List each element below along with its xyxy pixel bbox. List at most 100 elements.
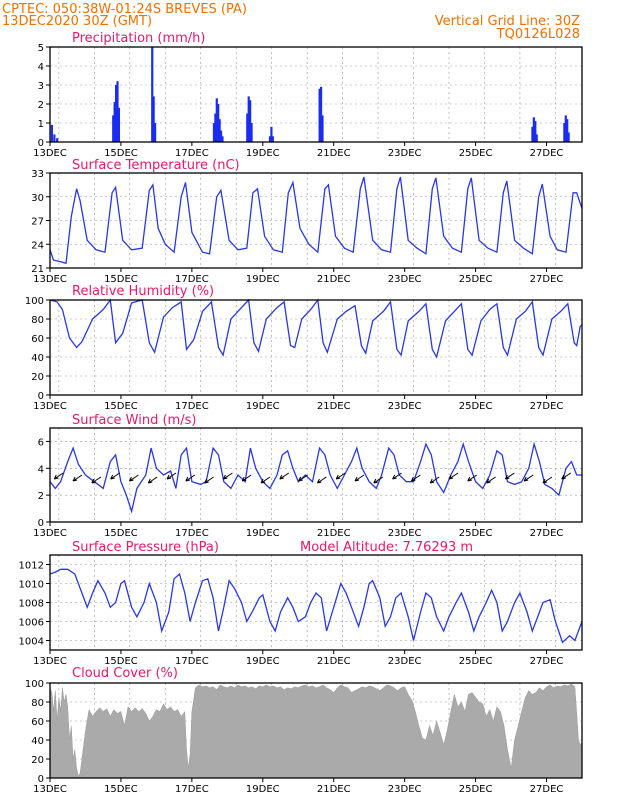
panel-frame xyxy=(49,427,583,523)
precip-bar xyxy=(153,123,157,142)
precip-bar xyxy=(567,132,570,142)
wind-arrowhead xyxy=(448,474,454,480)
wind-arrowhead xyxy=(298,476,303,482)
y-tick-label: 0 xyxy=(38,138,44,149)
series-line xyxy=(49,176,583,265)
y-tick-label: 3 xyxy=(38,81,44,92)
precip-bar xyxy=(532,117,535,142)
x-tick-label: 17DEC xyxy=(175,656,209,667)
wind-arrow xyxy=(561,472,572,480)
wind-arrowhead xyxy=(279,474,284,480)
precip-bar xyxy=(152,96,155,142)
header-run-time: 13DEC2020 30Z (GMT) xyxy=(2,14,152,29)
wind-arrow xyxy=(279,472,290,480)
y-tick-label: 4 xyxy=(38,62,44,73)
precip-bar xyxy=(534,121,537,142)
wind-arrow xyxy=(486,476,496,484)
wind-arrowhead xyxy=(128,476,134,482)
wind-arrow xyxy=(129,474,139,482)
x-tick-label: 21DEC xyxy=(317,274,351,285)
x-tick-label: 23DEC xyxy=(388,401,422,412)
y-tick-label: 1 xyxy=(38,119,44,130)
wind-arrow xyxy=(72,474,83,482)
wind-arrowhead xyxy=(72,476,78,482)
pressure-title: Surface Pressure (hPa) xyxy=(72,540,219,555)
precip-bar xyxy=(564,115,567,142)
precip-bar xyxy=(116,81,119,142)
x-tick-label: 19DEC xyxy=(246,274,280,285)
y-tick-label: 80 xyxy=(31,698,44,709)
x-tick-label: 13DEC xyxy=(33,274,67,285)
precip-bar xyxy=(531,126,534,142)
y-tick-label: 1008 xyxy=(19,599,44,610)
precip-bar xyxy=(113,102,116,142)
precip-bar xyxy=(114,85,118,142)
x-tick-label: 27DEC xyxy=(530,656,564,667)
pressure-panel: Surface Pressure (hPa) Model Altitude: 7… xyxy=(19,540,583,667)
x-tick-label: 17DEC xyxy=(175,148,209,159)
x-tick-label: 23DEC xyxy=(388,784,422,795)
y-tick-label: 0 xyxy=(38,391,44,402)
precip-bar xyxy=(270,126,273,142)
wind-arrowhead xyxy=(335,474,341,480)
cloud-panel: Cloud Cover (%) 0 20 40 60 80 100 13DEC 15DEC 17… xyxy=(25,666,583,795)
wind-arrowhead xyxy=(392,474,397,480)
wind-arrow xyxy=(467,474,478,482)
wind-arrowhead xyxy=(354,476,360,482)
y-tick-label: 27 xyxy=(31,217,44,228)
precip-bar xyxy=(321,115,324,142)
wind-arrowhead xyxy=(53,474,59,480)
humidity-panel: Relative Humidity (%) 0 20 40 60 80 100 13DEC 1… xyxy=(25,284,583,412)
y-tick-label: 0 xyxy=(38,518,44,529)
y-tick-label: 4 xyxy=(38,464,44,475)
wind-arrow xyxy=(335,472,346,480)
precip-bar xyxy=(563,123,566,142)
x-tick-label: 21DEC xyxy=(317,401,351,412)
x-tick-label: 15DEC xyxy=(104,274,138,285)
header-location: CPTEC: 050:38W-01:24S BREVES (PA) xyxy=(2,2,247,17)
wind-arrow xyxy=(373,476,384,484)
x-tick-label: 27DEC xyxy=(530,401,564,412)
precip-bar xyxy=(117,107,121,142)
x-tick-label: 23DEC xyxy=(388,148,422,159)
x-tick-label: 25DEC xyxy=(459,148,493,159)
y-tick-label: 100 xyxy=(25,296,44,307)
y-tick-label: 21 xyxy=(31,264,44,275)
wind-arrow xyxy=(204,476,214,484)
wind-arrow xyxy=(110,472,120,480)
header-grid-note: Vertical Grid Line: 30Z xyxy=(435,14,580,29)
wind-arrow xyxy=(542,476,553,484)
wind-arrow xyxy=(392,472,402,480)
y-tick-label: 33 xyxy=(31,169,44,180)
humidity-title: Relative Humidity (%) xyxy=(72,284,214,299)
wind-arrowhead xyxy=(110,474,115,480)
precip-bar xyxy=(535,134,538,142)
header-model-code: TQ0126L028 xyxy=(496,27,580,42)
panel-frame xyxy=(49,682,583,779)
wind-arrowhead xyxy=(260,478,266,484)
x-tick-label: 13DEC xyxy=(33,528,67,539)
precip-bar xyxy=(53,134,56,142)
precip-bar xyxy=(217,104,220,142)
wind-arrow xyxy=(354,474,365,482)
precip-bar xyxy=(151,47,154,142)
wind-arrow xyxy=(260,476,271,484)
y-tick-label: 80 xyxy=(31,315,44,326)
wind-title: Surface Wind (m/s) xyxy=(72,413,196,428)
y-tick-label: 1006 xyxy=(19,618,44,629)
panel-frame xyxy=(49,172,583,269)
wind-arrowhead xyxy=(147,478,153,484)
precip-bar xyxy=(271,136,274,142)
x-tick-label: 25DEC xyxy=(459,528,493,539)
x-tick-label: 25DEC xyxy=(459,656,493,667)
x-tick-label: 15DEC xyxy=(104,148,138,159)
y-tick-label: 2 xyxy=(38,100,44,111)
x-tick-label: 21DEC xyxy=(317,784,351,795)
x-tick-label: 27DEC xyxy=(530,528,564,539)
precip-bar xyxy=(250,123,253,142)
x-tick-label: 19DEC xyxy=(246,148,280,159)
x-tick-label: 13DEC xyxy=(33,784,67,795)
y-tick-label: 2 xyxy=(38,491,44,502)
series-line xyxy=(49,298,583,359)
